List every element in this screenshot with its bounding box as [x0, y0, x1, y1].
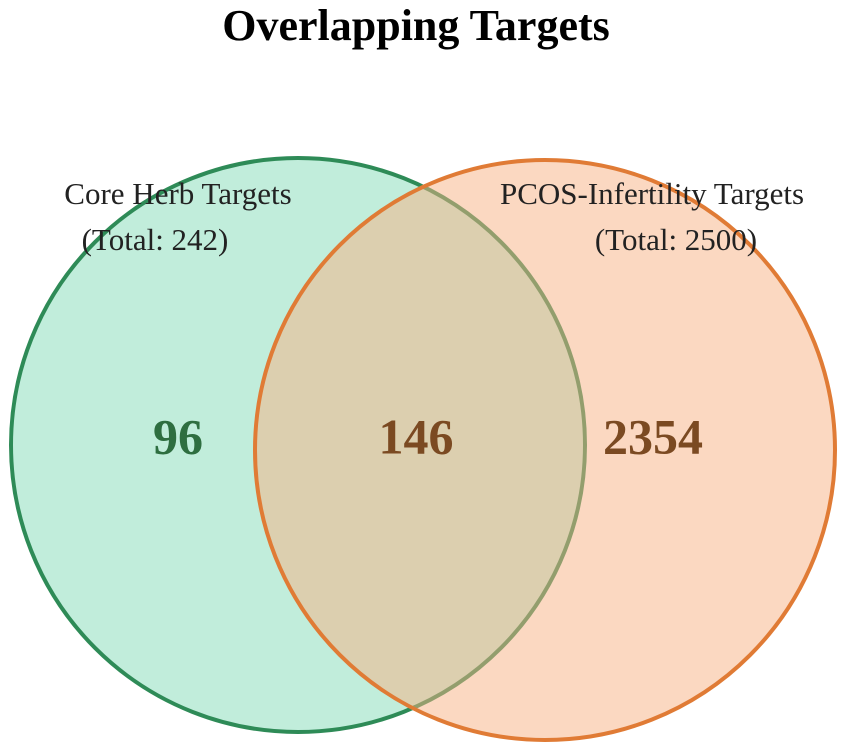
region-count: 96 — [153, 408, 203, 464]
set-name: PCOS-Infertility Targets — [500, 176, 804, 211]
set-name: Core Herb Targets — [64, 176, 291, 211]
chart-title: Overlapping Targets — [222, 1, 610, 50]
set-total: (Total: 2500) — [595, 222, 757, 257]
overlap-count: 146 — [379, 408, 454, 464]
region-count: 2354 — [603, 408, 703, 464]
set-total: (Total: 242) — [82, 222, 229, 257]
set-circle — [253, 158, 837, 742]
